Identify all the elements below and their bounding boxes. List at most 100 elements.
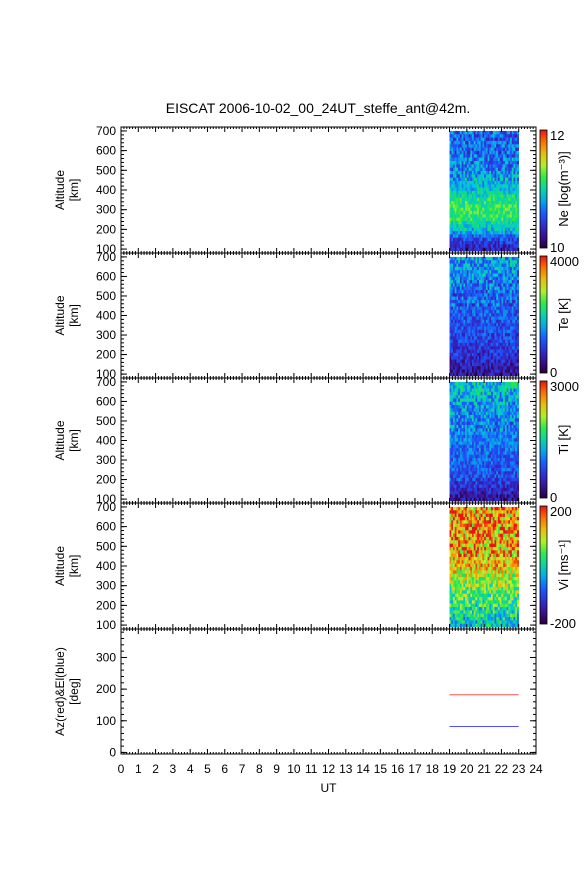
heatmap-cell bbox=[463, 431, 466, 436]
heatmap-cell bbox=[482, 296, 485, 301]
heatmap-cell bbox=[468, 194, 471, 198]
heatmap-cell bbox=[492, 157, 495, 162]
heatmap-cell bbox=[499, 263, 502, 268]
heatmap-cell bbox=[506, 458, 509, 462]
heatmap-cell bbox=[451, 336, 454, 340]
heatmap-cell bbox=[492, 309, 495, 314]
heatmap-cell bbox=[449, 167, 452, 172]
heatmap-cell bbox=[487, 461, 490, 465]
heatmap-cell bbox=[491, 276, 494, 281]
heatmap-cell bbox=[449, 369, 452, 374]
heatmap-cell bbox=[478, 147, 481, 152]
heatmap-cell bbox=[515, 197, 518, 202]
heatmap-cell bbox=[496, 372, 499, 377]
heatmap-cell bbox=[511, 313, 514, 317]
heatmap-cell bbox=[468, 356, 471, 360]
heatmap-cell bbox=[497, 438, 500, 442]
heatmap-cell bbox=[480, 448, 483, 452]
heatmap-cell bbox=[463, 221, 466, 225]
heatmap-cell bbox=[458, 395, 461, 399]
heatmap-cell bbox=[492, 144, 495, 148]
heatmap-cell bbox=[510, 381, 513, 386]
heatmap-cell bbox=[465, 477, 468, 482]
heatmap-cell bbox=[489, 194, 492, 198]
heatmap-cell bbox=[485, 286, 488, 291]
heatmap-cell bbox=[454, 134, 457, 138]
heatmap-cell bbox=[491, 270, 494, 274]
heatmap-cell bbox=[491, 448, 494, 452]
heatmap-cell bbox=[506, 481, 509, 485]
heatmap-cell bbox=[496, 194, 499, 198]
heatmap-cell bbox=[489, 339, 492, 344]
heatmap-cell bbox=[475, 270, 478, 274]
heatmap-cell bbox=[472, 342, 475, 347]
heatmap-cell bbox=[461, 497, 464, 502]
heatmap-cell bbox=[489, 221, 492, 225]
heatmap-cell bbox=[449, 323, 452, 327]
heatmap-cell bbox=[511, 286, 514, 291]
heatmap-cell bbox=[477, 170, 480, 175]
heatmap-cell bbox=[497, 211, 500, 215]
heatmap-cell bbox=[508, 319, 511, 324]
heatmap-cell bbox=[489, 415, 492, 419]
heatmap-cell bbox=[456, 256, 459, 261]
heatmap-cell bbox=[449, 398, 452, 403]
heatmap-cell bbox=[492, 241, 495, 245]
heatmap-cell bbox=[461, 369, 464, 374]
heatmap-cell bbox=[451, 434, 454, 439]
heatmap-cell bbox=[491, 405, 494, 409]
heatmap-cell bbox=[461, 227, 464, 232]
heatmap-cell bbox=[506, 299, 509, 304]
heatmap-cell bbox=[465, 293, 468, 297]
heatmap-cell bbox=[461, 221, 464, 225]
heatmap-cell bbox=[497, 217, 500, 222]
heatmap-cell bbox=[477, 303, 480, 307]
heatmap-cell bbox=[477, 273, 480, 278]
heatmap-cell bbox=[465, 441, 468, 446]
heatmap-cell bbox=[516, 339, 520, 344]
heatmap-cell bbox=[454, 454, 457, 459]
heatmap-cell bbox=[451, 484, 454, 489]
heatmap-cell bbox=[501, 167, 504, 172]
heatmap-cell bbox=[461, 309, 464, 314]
heatmap-cell bbox=[511, 150, 514, 155]
heatmap-cell bbox=[480, 221, 483, 225]
heatmap-cell bbox=[454, 366, 457, 370]
heatmap-cell bbox=[492, 352, 495, 357]
heatmap-cell bbox=[466, 336, 469, 340]
heatmap-cell bbox=[508, 299, 511, 304]
heatmap-cell bbox=[508, 431, 511, 436]
heatmap-cell bbox=[456, 418, 459, 422]
heatmap-cell bbox=[459, 266, 462, 271]
heatmap-cell bbox=[458, 241, 461, 245]
heatmap-cell bbox=[494, 346, 497, 350]
heatmap-cell bbox=[496, 415, 499, 419]
heatmap-cell bbox=[494, 487, 497, 492]
heatmap-cell bbox=[487, 381, 490, 386]
heatmap-cell bbox=[451, 481, 454, 485]
heatmap-cell bbox=[461, 157, 464, 162]
heatmap-cell bbox=[508, 217, 511, 222]
heatmap-cell bbox=[463, 224, 466, 228]
heatmap-cell bbox=[465, 164, 468, 168]
heatmap-cell bbox=[504, 471, 507, 475]
heatmap-cell bbox=[475, 200, 478, 205]
heatmap-cell bbox=[496, 497, 499, 502]
heatmap-cell bbox=[499, 444, 502, 449]
heatmap-cell bbox=[501, 144, 504, 148]
heatmap-cell bbox=[478, 184, 481, 188]
heatmap-cell bbox=[484, 333, 487, 337]
heatmap-cell bbox=[477, 356, 480, 360]
heatmap-cell bbox=[494, 290, 497, 294]
heatmap-cell bbox=[504, 336, 507, 340]
heatmap-cell bbox=[482, 214, 485, 218]
heatmap-cell bbox=[489, 170, 492, 175]
heatmap-cell bbox=[511, 342, 514, 347]
heatmap-cell bbox=[484, 461, 487, 465]
heatmap-cell bbox=[516, 263, 520, 268]
heatmap-cell bbox=[475, 290, 478, 294]
heatmap-cell bbox=[478, 411, 481, 416]
heatmap-cell bbox=[491, 280, 494, 284]
heatmap-cell bbox=[475, 336, 478, 340]
heatmap-cell bbox=[496, 283, 499, 287]
